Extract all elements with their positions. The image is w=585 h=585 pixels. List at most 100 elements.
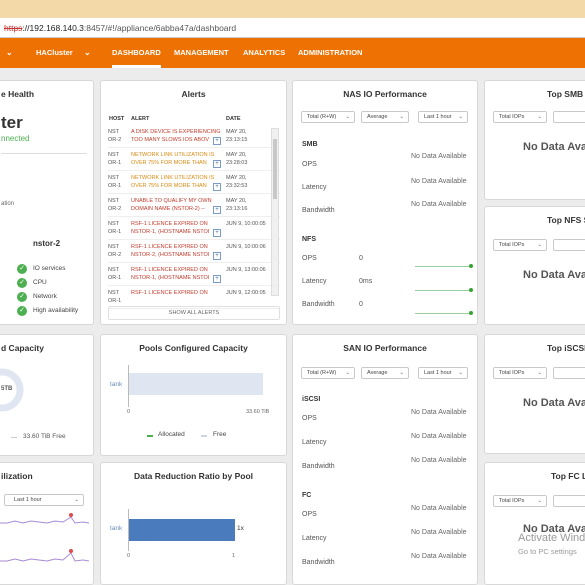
appliance-health-card: e Health ter nnected ation nstor-2 ✓ IO … (0, 80, 94, 325)
address-bar[interactable]: https://192.168.140.3:8457/#!/appliance/… (0, 18, 585, 38)
scrollbar-thumb[interactable] (273, 139, 277, 199)
chevron-down-icon: ⌄ (537, 242, 542, 248)
no-data-text: No Data Ava (523, 397, 585, 409)
alert-message[interactable]: RSF-1 LICENCE EXPIRED ON NSTOR-1, (HOSTN… (131, 267, 210, 281)
alerts-scrollbar[interactable] (271, 128, 279, 296)
alert-host: NST OR-1 (108, 152, 122, 166)
nfs-ops-sparkline (415, 264, 473, 268)
cluster-selector[interactable]: HACluster (36, 48, 73, 57)
expand-alert-icon[interactable]: + (213, 137, 221, 145)
pools-configured-capacity-card: Pools Configured Capacity tank 0 33.60 T… (100, 334, 287, 456)
top-iscsi-period-select[interactable] (553, 367, 585, 379)
alert-message[interactable]: NETWORK LINK UTILIZATION IS OVER 75% FOR… (131, 175, 215, 189)
alert-row[interactable]: NST OR-2 A DISK DEVICE IS EXPERIENCING TO… (108, 126, 280, 148)
alert-row[interactable]: NST OR-1 RSF-1 LICENCE EXPIRED ON NSTOR-1… (108, 218, 280, 240)
metric-label: Bandwidth (302, 207, 335, 214)
metric-label: Latency (302, 184, 327, 191)
alert-row[interactable]: NST OR-2 UNABLE TO QUALIFY MY OWN DOMAIN … (108, 195, 280, 217)
alert-host: NST OR-1 (108, 267, 122, 281)
card-title: NAS IO Performance (343, 89, 427, 99)
tab-dashboard[interactable]: DASHBOARD (112, 38, 161, 68)
alert-row[interactable]: NST OR-1 RSF-1 LICENCE EXPIRED ON JUN 9, 1… (108, 287, 280, 309)
top-fc-card: Top FC L Total IOPs ⌄ No Data Ava (484, 462, 585, 585)
top-smb-select[interactable]: Total IOPs ⌄ (493, 111, 547, 123)
alert-row[interactable]: NST OR-2 RSF-1 LICENCE EXPIRED ON NSTOR-2… (108, 241, 280, 263)
free-capacity-label: 33.60 TiB Free (23, 433, 66, 440)
expand-alert-icon[interactable]: + (213, 183, 221, 191)
chevron-down-icon: ⌄ (458, 370, 463, 376)
alert-row[interactable]: NST OR-1 RSF-1 LICENCE EXPIRED ON NSTOR-1… (108, 264, 280, 286)
select-value: Total IOPs (499, 114, 525, 120)
alert-date: JUN 9, 10:00:05 (226, 221, 266, 227)
nas-aggregate-select[interactable]: Average ⌄ (361, 111, 409, 123)
utilization-line-2 (0, 552, 90, 562)
capacity-donut (0, 368, 24, 412)
metric-label: Bandwidth (302, 559, 335, 566)
configured-capacity-card: d Capacity 5TB 33.60 TiB Free (0, 334, 94, 456)
metric-label: Latency (302, 535, 327, 542)
alert-message[interactable]: RSF-1 LICENCE EXPIRED ON NSTOR-2, (HOSTN… (131, 244, 210, 258)
top-fc-period-select[interactable] (553, 495, 585, 507)
alert-date: JUN 9, 13:00:06 (226, 267, 266, 273)
chevron-down-icon[interactable]: ⌄ (84, 48, 91, 57)
chevron-down-icon[interactable]: ⌄ (6, 48, 13, 57)
metric-label: Latency (302, 278, 327, 285)
nas-iotype-select[interactable]: Total (R+W) ⌄ (301, 111, 355, 123)
top-smb-period-select[interactable] (553, 111, 585, 123)
y-axis (128, 509, 129, 551)
nas-period-select[interactable]: Last 1 hour ⌄ (418, 111, 468, 123)
tab-management[interactable]: MANAGEMENT (174, 48, 229, 57)
select-value: Total IOPs (499, 370, 525, 376)
top-nfs-period-select[interactable] (553, 239, 585, 251)
alert-row[interactable]: NST OR-1 NETWORK LINK UTILIZATION IS OVER… (108, 172, 280, 194)
top-nfs-select[interactable]: Total IOPs ⌄ (493, 239, 547, 251)
chevron-down-icon: ⌄ (345, 370, 350, 376)
top-smb-card: Top SMB S Total IOPs ⌄ No Data Ava (484, 80, 585, 200)
pool-name-label: tank (110, 525, 123, 532)
san-iotype-select[interactable]: Total (R+W) ⌄ (301, 367, 355, 379)
alert-date: JUN 9, 12:00:05 (226, 290, 266, 296)
metric-label: OPS (302, 255, 317, 262)
utilization-period-select[interactable]: Last 1 hour ⌄ (4, 494, 84, 506)
alerts-card: Alerts HOST ALERT DATE NST OR-2 A DISK DE… (100, 80, 287, 325)
alert-host: NST OR-1 (108, 175, 122, 189)
card-title: Top iSCSI (547, 343, 585, 353)
tab-administration[interactable]: ADMINISTRATION (298, 48, 363, 57)
metric-label: Bandwidth (302, 463, 335, 470)
metric-label: OPS (302, 161, 317, 168)
alert-row[interactable]: NST OR-1 NETWORK LINK UTILIZATION IS OVER… (108, 149, 280, 171)
top-iscsi-select[interactable]: Total IOPs ⌄ (493, 367, 547, 379)
nfs-section-label: NFS (302, 236, 316, 243)
expand-alert-icon[interactable]: + (213, 206, 221, 214)
top-fc-select[interactable]: Total IOPs ⌄ (493, 495, 547, 507)
san-period-select[interactable]: Last 1 hour ⌄ (418, 367, 468, 379)
san-aggregate-select[interactable]: Average ⌄ (361, 367, 409, 379)
col-header-host: HOST (109, 116, 125, 122)
legend-free: Free (213, 431, 227, 438)
expand-alert-icon[interactable]: + (213, 229, 221, 237)
expand-alert-icon[interactable]: + (213, 160, 221, 168)
alert-message[interactable]: RSF-1 LICENCE EXPIRED ON (131, 290, 208, 296)
legend-swatch-allocated (147, 435, 153, 437)
data-reduction-ratio-card: Data Reduction Ratio by Pool tank 1x 0 1 (100, 462, 287, 585)
tab-analytics[interactable]: ANALYTICS (243, 48, 286, 57)
alert-message[interactable]: NETWORK LINK UTILIZATION IS OVER 75% FOR… (131, 152, 215, 166)
alert-message[interactable]: RSF-1 LICENCE EXPIRED ON NSTOR-1, (HOSTN… (131, 221, 210, 235)
expand-alert-icon[interactable]: + (213, 252, 221, 260)
expand-alert-icon[interactable]: + (213, 275, 221, 283)
sparkline-dot (469, 264, 473, 268)
select-value: Last 1 hour (424, 370, 452, 376)
top-navbar: ⌄ HACluster ⌄ DASHBOARD MANAGEMENT ANALY… (0, 38, 585, 68)
card-title: Data Reduction Ratio by Pool (133, 471, 253, 481)
chevron-down-icon: ⌄ (537, 498, 542, 504)
top-iscsi-card: Top iSCSI Total IOPs ⌄ No Data Ava (484, 334, 585, 454)
nas-io-performance-card: NAS IO Performance Total (R+W) ⌄ Average ⌄… (292, 80, 478, 325)
utilization-line-1 (0, 516, 90, 524)
alert-message[interactable]: A DISK DEVICE IS EXPERIENCING TOO MANY S… (131, 129, 221, 143)
node-name: nstor-2 (33, 239, 61, 248)
alert-date: MAY 20, 23:13:15 (226, 129, 248, 143)
show-all-alerts-button[interactable]: SHOW ALL ALERTS (108, 306, 280, 320)
no-data-text: No Data Available (411, 178, 467, 185)
alert-message[interactable]: UNABLE TO QUALIFY MY OWN DOMAIN NAME (NS… (131, 198, 212, 212)
axis-max-label: 33.60 TiB (246, 409, 270, 415)
